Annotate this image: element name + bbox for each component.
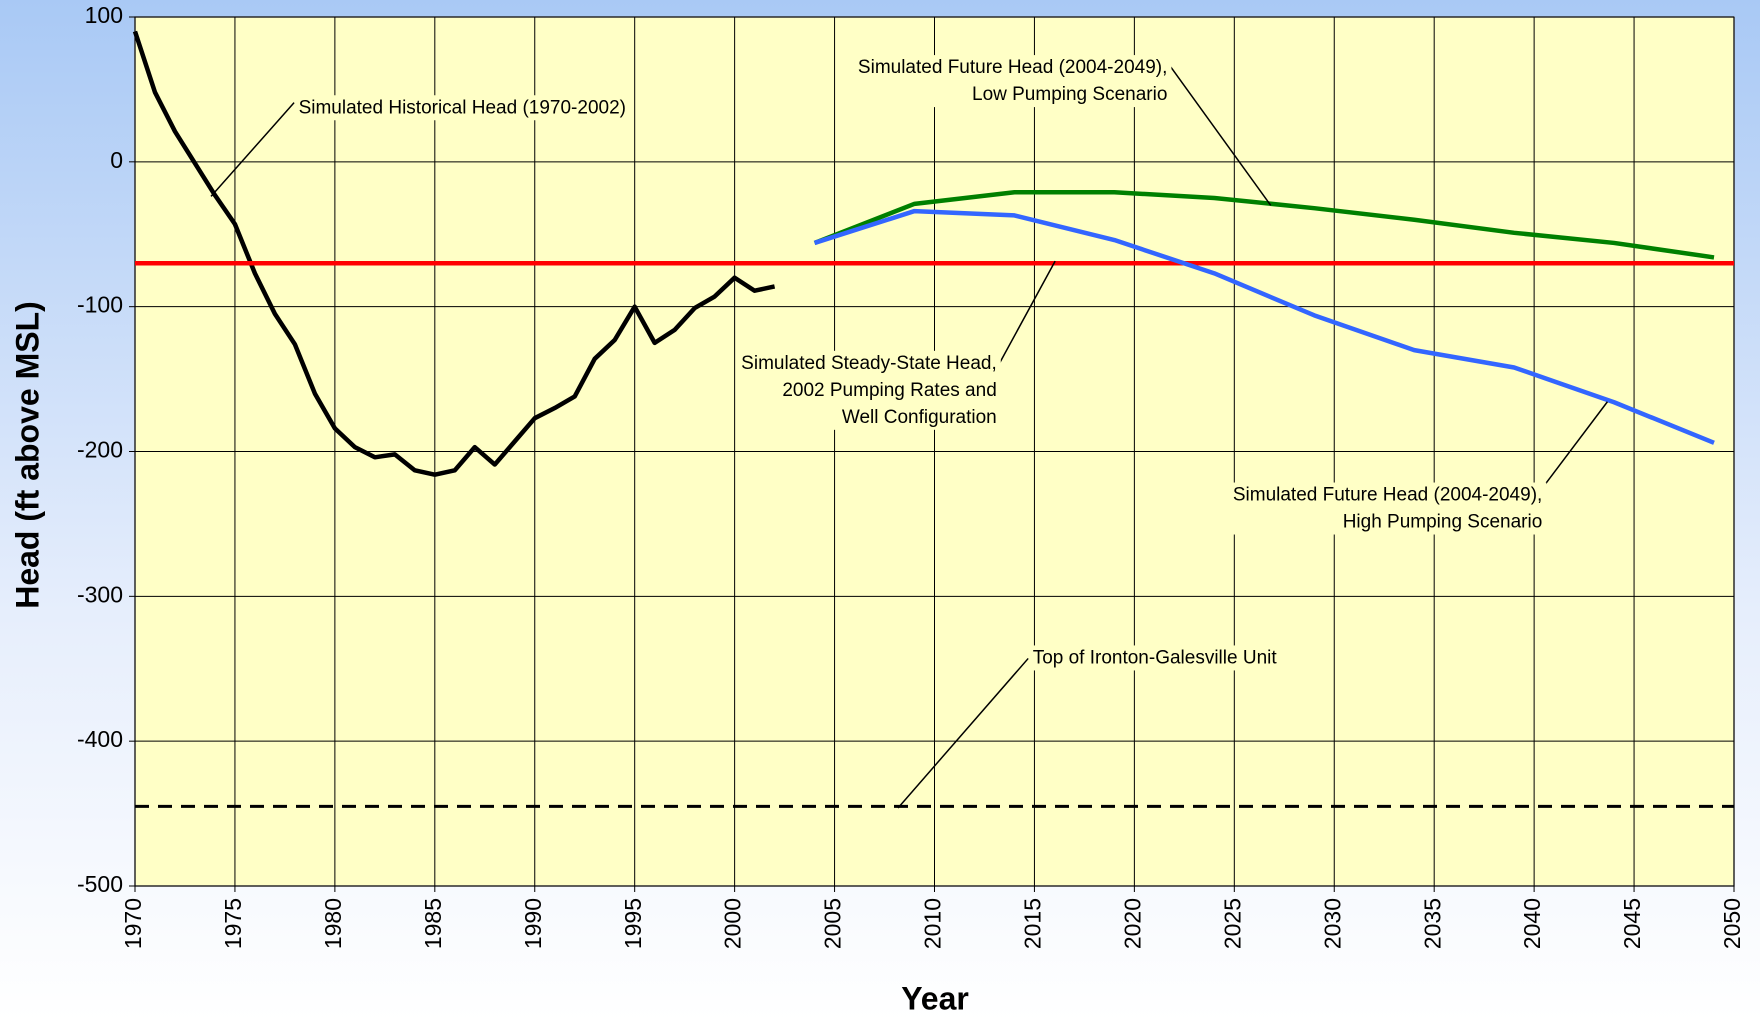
annotation-bg — [853, 55, 1172, 108]
annotation-bg — [737, 350, 1001, 430]
annotation: Simulated Historical Head (1970-2002) — [294, 95, 630, 121]
x-tick-label: 2005 — [820, 898, 846, 949]
y-tick-label: -300 — [77, 581, 123, 607]
x-axis-title: Year — [901, 980, 969, 1016]
annotation-text: Simulated Historical Head (1970-2002) — [299, 97, 626, 118]
annotation-text: Simulated Future Head (2004-2049), — [1233, 485, 1542, 506]
x-tick-label: 2015 — [1020, 898, 1046, 949]
annotation-text: High Pumping Scenario — [1343, 512, 1543, 533]
annotation-bg — [1028, 645, 1282, 671]
y-tick-label: -400 — [77, 726, 123, 752]
y-tick-label: -100 — [77, 292, 123, 318]
annotation: Simulated Future Head (2004-2049), Low Pu… — [853, 55, 1172, 108]
x-tick-label: 1980 — [320, 898, 346, 949]
y-tick-label: -200 — [77, 437, 123, 463]
leader-line — [897, 657, 1029, 809]
x-tick-label: 2050 — [1719, 898, 1745, 949]
series-line — [813, 208, 1715, 445]
x-tick-label: 1995 — [620, 898, 646, 949]
leader-line — [1170, 66, 1272, 206]
y-axis-title: Head (ft above MSL) — [9, 301, 45, 609]
leader-line — [1539, 401, 1609, 492]
y-tick-label: 100 — [85, 2, 123, 28]
x-tick-label: 2040 — [1519, 898, 1545, 949]
x-tick-label: 1970 — [120, 898, 146, 949]
annotation-bg — [1228, 482, 1547, 535]
x-tick-label: 2030 — [1319, 898, 1345, 949]
x-tick-label: 1975 — [220, 898, 246, 949]
series-line — [813, 189, 1715, 260]
annotation-text: Top of Ironton-Galesville Unit — [1033, 647, 1278, 668]
x-tick-label: 2010 — [920, 898, 946, 949]
x-tick-label: 1985 — [420, 898, 446, 949]
x-tick-label: 2035 — [1419, 898, 1445, 949]
annotation-text: Low Pumping Scenario — [972, 84, 1167, 105]
y-tick-label: 0 — [110, 147, 123, 173]
annotation-text: 2002 Pumping Rates and — [782, 380, 996, 401]
annotation: Simulated Steady-State Head, 2002 Pumping… — [737, 350, 1001, 430]
x-tick-label: 2000 — [720, 898, 746, 949]
x-tick-label: 2025 — [1219, 898, 1245, 949]
x-tick-label: 2045 — [1619, 898, 1645, 949]
leader-line — [996, 260, 1056, 369]
x-tick-label: 1990 — [520, 898, 546, 949]
leader-line — [210, 102, 295, 197]
y-tick-label: -500 — [77, 871, 123, 897]
annotation: Top of Ironton-Galesville Unit — [1028, 645, 1282, 671]
annotation-text: Well Configuration — [842, 407, 997, 428]
x-tick-label: 2020 — [1119, 898, 1145, 949]
series-line — [132, 30, 776, 477]
annotation-text: Simulated Future Head (2004-2049), — [858, 57, 1167, 78]
annotation-bg — [294, 95, 630, 121]
annotation: Simulated Future Head (2004-2049), High P… — [1228, 482, 1547, 535]
annotation-text: Simulated Steady-State Head, — [741, 353, 997, 374]
